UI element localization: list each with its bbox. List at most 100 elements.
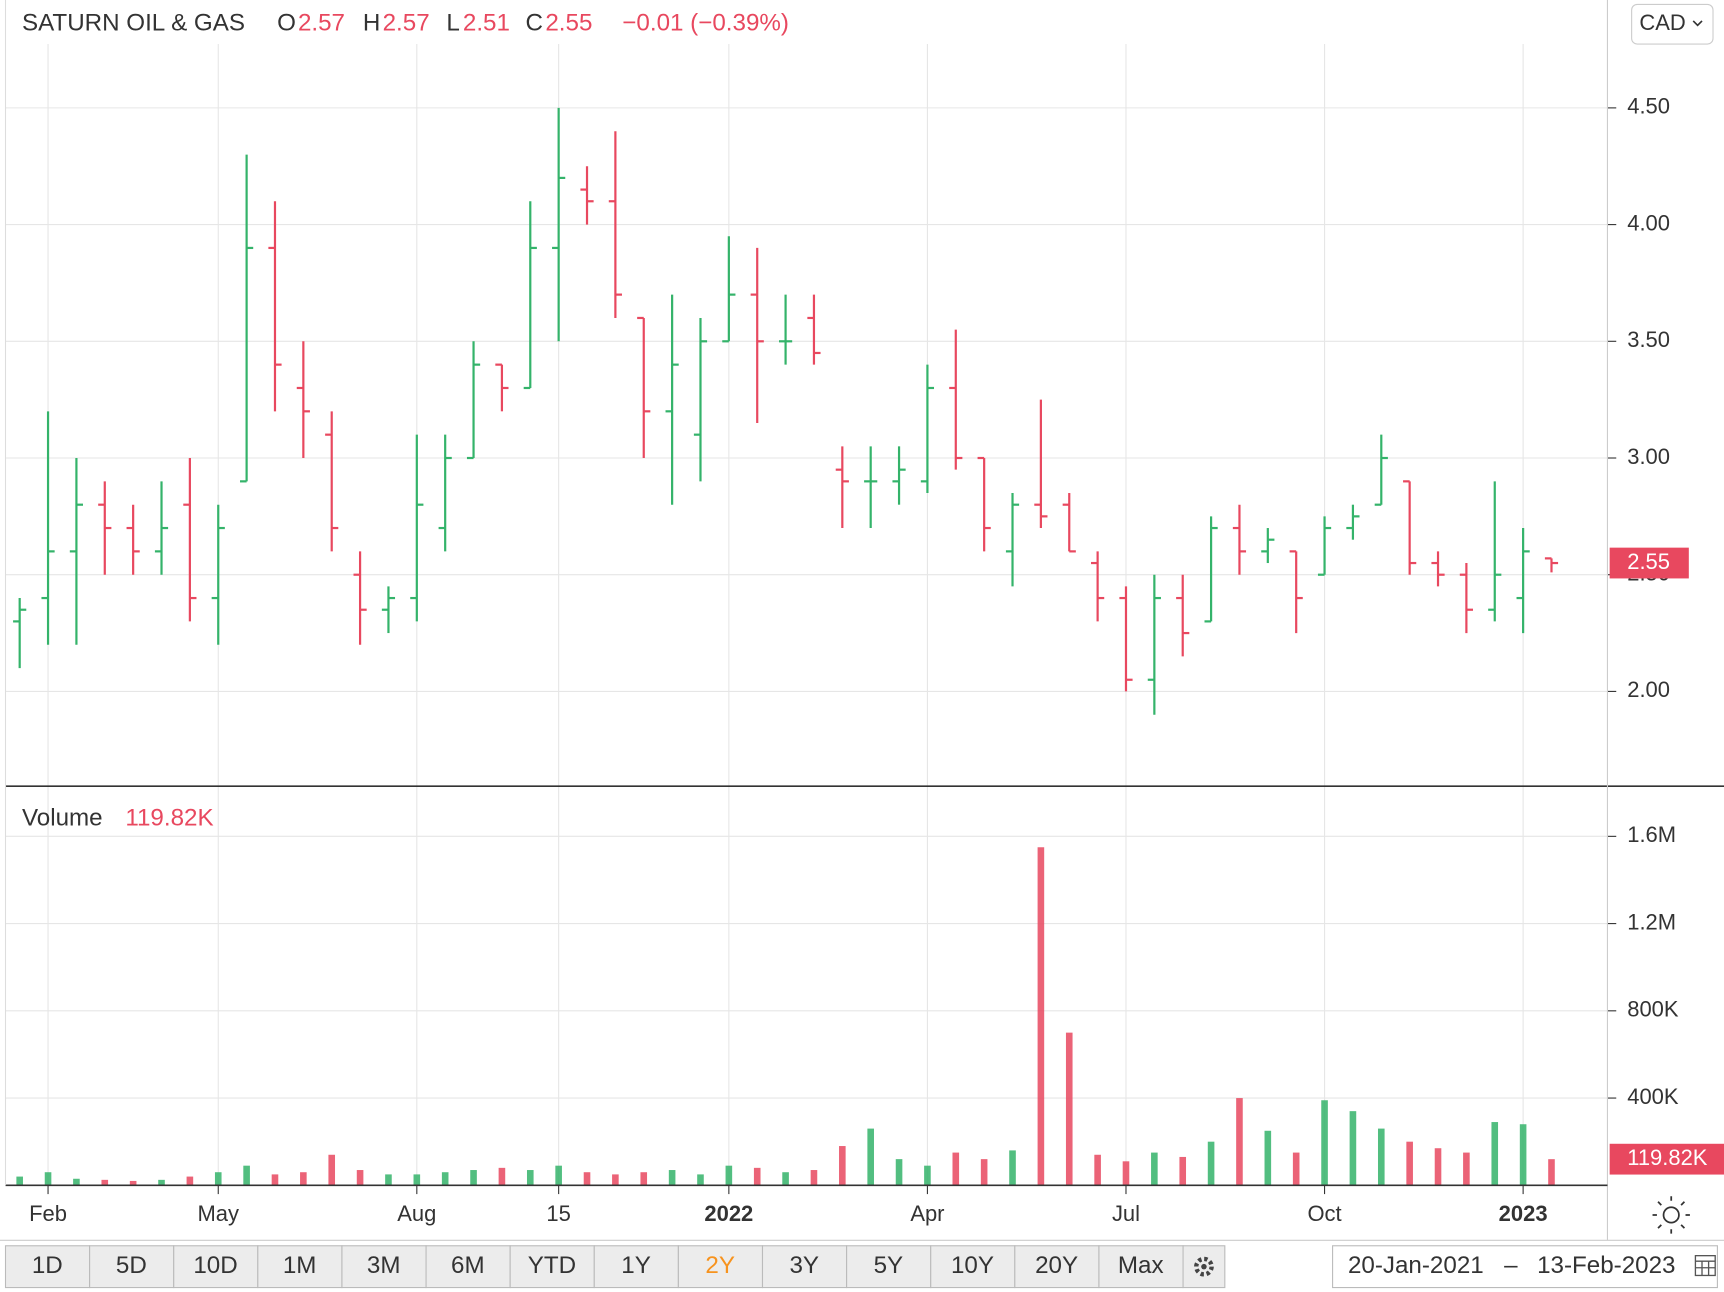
settings-icon-hub[interactable]: [1201, 1263, 1207, 1270]
range-button-label[interactable]: 6M: [451, 1252, 485, 1279]
volume-bar: [810, 1170, 818, 1186]
volume-bar: [782, 1172, 789, 1186]
x-tick-label: Jul: [1112, 1201, 1140, 1226]
y-tick-label: 1.2M: [1627, 909, 1676, 934]
range-button-label[interactable]: 3M: [367, 1252, 401, 1279]
volume-bar: [129, 1180, 137, 1186]
volume-bar: [1122, 1161, 1130, 1186]
range-button[interactable]: [173, 1245, 259, 1289]
range-button-label[interactable]: 2Y: [705, 1252, 735, 1279]
date-from[interactable]: 20-Jan-2021: [1348, 1252, 1484, 1279]
volume-bar: [44, 1172, 52, 1186]
volume-bar: [1519, 1124, 1527, 1186]
volume-bar: [1179, 1156, 1187, 1186]
date-range-box[interactable]: [1332, 1245, 1718, 1289]
volume-bar: [356, 1170, 364, 1186]
volume-bar: [243, 1165, 250, 1186]
x-tick-label: Feb: [29, 1201, 67, 1226]
volume-bar: [1009, 1150, 1016, 1186]
chart-title: SATURN OIL & GAS: [22, 10, 245, 37]
range-button[interactable]: [89, 1245, 175, 1289]
volume-bar: [1491, 1122, 1499, 1186]
range-button[interactable]: [930, 1245, 1016, 1289]
volume-bar: [214, 1172, 222, 1186]
x-tick-label: Apr: [910, 1201, 944, 1226]
range-button-label[interactable]: 20Y: [1035, 1252, 1078, 1279]
range-button-label[interactable]: 10Y: [951, 1252, 994, 1279]
volume-bar: [158, 1179, 165, 1186]
x-tick-label: May: [197, 1201, 239, 1226]
volume-bar: [498, 1167, 506, 1186]
last-price-tag: [1609, 547, 1689, 579]
x-tick-label: 15: [546, 1201, 570, 1226]
range-button[interactable]: [677, 1245, 764, 1289]
y-tick-label: 400K: [1627, 1084, 1679, 1109]
y-tick-label: 2.00: [1627, 677, 1670, 702]
volume-bar: [1151, 1152, 1158, 1186]
volume-bar: [697, 1174, 704, 1186]
marks: 2.55 119.82K: [13, 107, 1724, 1186]
volume-bar: [1207, 1141, 1215, 1186]
volume-bar: [441, 1172, 449, 1186]
range-button[interactable]: [846, 1245, 932, 1289]
theme-icon[interactable]: [1652, 1196, 1690, 1234]
volume-bar: [1321, 1100, 1328, 1186]
high-label: H: [363, 10, 380, 37]
change-value: −0.01 (−0.39%): [622, 10, 789, 37]
range-button-label[interactable]: 5D: [116, 1252, 147, 1279]
range-button-label[interactable]: Max: [1118, 1252, 1164, 1279]
close-value: 2.55: [545, 10, 592, 37]
date-separator: –: [1504, 1252, 1518, 1279]
range-button-label[interactable]: 1M: [283, 1252, 317, 1279]
range-button-label[interactable]: 1D: [32, 1252, 63, 1279]
last-price-label: 2.55: [1627, 549, 1670, 574]
date-to[interactable]: 13-Feb-2023: [1537, 1252, 1675, 1279]
x-tick-label: 2023: [1499, 1201, 1548, 1226]
volume-bar: [526, 1170, 534, 1186]
volume-bar: [300, 1172, 307, 1186]
range-button-label[interactable]: 3Y: [789, 1252, 819, 1279]
volume-bar: [385, 1174, 392, 1186]
settings-icon[interactable]: [1194, 1256, 1214, 1277]
currency-label[interactable]: CAD: [1639, 10, 1685, 35]
volume-bar: [16, 1176, 23, 1186]
volume-bar: [271, 1174, 279, 1186]
volume-bar: [1548, 1159, 1555, 1186]
volume-bar: [1463, 1152, 1470, 1186]
volume-bar: [1236, 1098, 1243, 1186]
range-button-label[interactable]: 1Y: [621, 1252, 651, 1279]
y-tick-label: 800K: [1627, 997, 1679, 1022]
volume-bar: [583, 1172, 591, 1186]
volume-bar: [668, 1170, 676, 1186]
x-tick-label: Oct: [1307, 1201, 1341, 1226]
volume-bar: [73, 1178, 80, 1186]
volume-bar: [867, 1128, 874, 1186]
y-tick-label: 4.00: [1627, 210, 1670, 235]
range-button-label[interactable]: 10D: [193, 1252, 237, 1279]
range-button[interactable]: [761, 1245, 848, 1289]
calendar-icon[interactable]: [1694, 1255, 1716, 1277]
volume-bar: [952, 1152, 960, 1186]
currency-select[interactable]: [1631, 3, 1714, 45]
volume-bar: [555, 1165, 562, 1186]
volume-bar: [1264, 1130, 1272, 1186]
range-button-label[interactable]: 5Y: [874, 1252, 904, 1279]
range-button[interactable]: [4, 1245, 91, 1289]
high-value: 2.57: [383, 10, 430, 37]
x-tick-label: Aug: [397, 1201, 436, 1226]
volume-bar: [101, 1179, 109, 1186]
volume-bar: [413, 1174, 421, 1186]
x-tick-label: 2022: [704, 1201, 753, 1226]
y-tick-label: 3.50: [1627, 327, 1670, 352]
range-button-label[interactable]: YTD: [528, 1252, 576, 1279]
open-label: O: [277, 10, 296, 37]
last-volume-tag: [1609, 1143, 1724, 1175]
volume-bar: [1037, 847, 1045, 1186]
volume-bar: [186, 1176, 194, 1186]
range-button[interactable]: [425, 1245, 511, 1289]
range-button[interactable]: [593, 1245, 679, 1289]
volume-bar: [640, 1172, 648, 1186]
volume-bar: [839, 1146, 846, 1186]
